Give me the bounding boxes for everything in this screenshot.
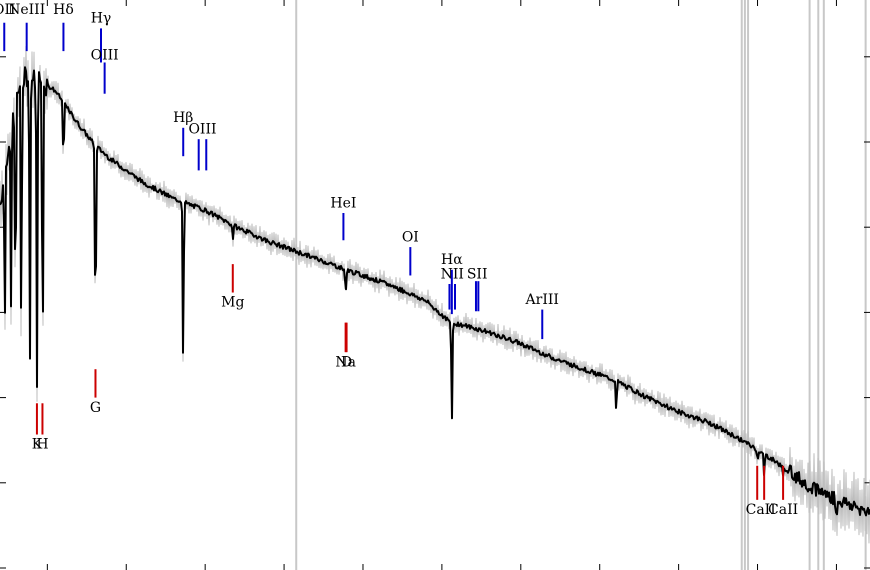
absorption-label-1: H <box>36 437 48 453</box>
line-labels: OIINeIIIHδHγOIIIHβOIIIHeIOINIIHαSIIArIII… <box>0 2 798 518</box>
emission-label-0: OII <box>0 2 16 18</box>
absorption-label-7: CaII <box>768 502 798 518</box>
bad-pixel-columns <box>295 0 867 570</box>
emission-label-2: Hδ <box>53 2 74 18</box>
absorption-label-2: G <box>90 400 101 416</box>
emission-label-1: NeIII <box>8 2 45 18</box>
absorption-label-5: D <box>341 354 352 370</box>
emission-label-9: NII <box>441 266 464 282</box>
spectrum-line <box>0 66 870 517</box>
emission-label-12: ArIII <box>525 292 559 308</box>
emission-label-6: OIII <box>188 121 216 137</box>
absorption-label-0: K <box>32 437 43 453</box>
emission-label-11: SII <box>467 266 488 282</box>
absorption-label-3: Mg <box>221 295 244 311</box>
emission-label-7: HeI <box>330 195 356 211</box>
spectrum-noise-band <box>0 45 870 544</box>
emission-label-10: Hα <box>441 252 463 268</box>
emission-label-5: Hβ <box>173 110 193 126</box>
absorption-label-4: Na <box>335 354 356 370</box>
emission-label-8: OI <box>402 229 419 245</box>
emission-label-3: Hγ <box>91 11 112 27</box>
line-markers <box>3 22 785 500</box>
absorption-label-6: CaII <box>746 502 776 518</box>
emission-label-4: OIII <box>91 48 119 64</box>
